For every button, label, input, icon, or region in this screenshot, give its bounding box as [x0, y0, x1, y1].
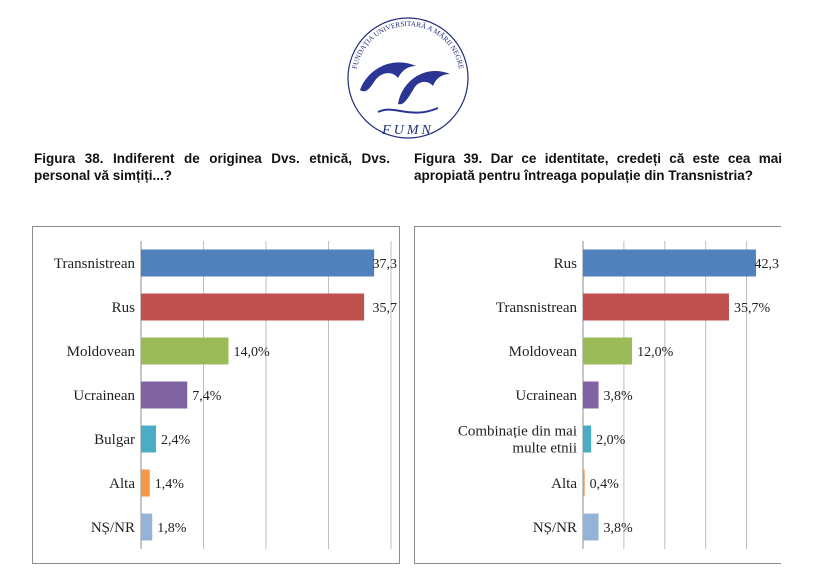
bar	[583, 381, 599, 409]
bar	[583, 513, 599, 541]
data-label: 1,8%	[157, 521, 187, 536]
category-label: Bulgar	[94, 432, 135, 448]
category-label: Rus	[112, 300, 136, 316]
category-label: Ucrainean	[73, 388, 135, 404]
category-label: Alta	[551, 476, 577, 492]
category-label: Combinație din mai multe etnii	[458, 424, 577, 457]
bar	[141, 425, 156, 453]
data-label: 7,4%	[192, 389, 222, 404]
bar	[141, 381, 188, 409]
data-label: 2,4%	[161, 433, 191, 448]
data-label: 2,0%	[596, 433, 626, 448]
bar	[583, 337, 633, 365]
figure-38-svg: Transnistrean 37,3 Rus 35,7 Moldovean 14,0% Uc…	[54, 241, 398, 549]
fumn-logo-graphic: FUNDAȚIA UNIVERSITARĂ A MĂRII NEGRE FUMN	[347, 17, 469, 139]
bar	[141, 337, 229, 365]
category-label: NȘ/NR	[91, 520, 135, 536]
bar	[583, 469, 585, 497]
data-label: 1,4%	[155, 477, 185, 492]
logo-arc-text: FUNDAȚIA UNIVERSITARĂ A MĂRII NEGRE	[351, 20, 466, 70]
figure-39-chart: Rus 42,3 Transnistrean 35,7% Moldovean 12,0% U…	[414, 226, 781, 564]
bar	[141, 513, 153, 541]
bar	[583, 293, 729, 321]
data-label: 37,3	[373, 257, 398, 272]
category-label: Transnistrean	[496, 300, 578, 316]
data-label: 3,8%	[604, 521, 634, 536]
data-label: 35,7%	[734, 301, 771, 316]
category-label: Moldovean	[509, 344, 578, 360]
bar	[141, 293, 365, 321]
bar	[583, 425, 592, 453]
figure-39-title: Figura 39. Dar ce identitate, credeți că…	[414, 151, 782, 183]
data-label: 14,0%	[234, 345, 271, 360]
figure-38-title: Figura 38. Indiferent de originea Dvs. e…	[34, 151, 390, 183]
data-label: 42,3	[755, 257, 780, 272]
category-label: Ucrainean	[515, 388, 577, 404]
figure-39-svg: Rus 42,3 Transnistrean 35,7% Moldovean 12,0% U…	[458, 241, 780, 549]
category-label: Moldovean	[67, 344, 136, 360]
category-label: Alta	[109, 476, 135, 492]
category-label: Rus	[554, 256, 578, 272]
bar	[141, 249, 375, 277]
data-label: 35,7	[373, 301, 398, 316]
wave-icon	[377, 107, 439, 114]
data-label: 12,0%	[637, 345, 674, 360]
figure-38-chart: Transnistrean 37,3 Rus 35,7 Moldovean 14,0% Uc…	[32, 226, 400, 564]
bar	[583, 249, 756, 277]
logo-monogram: FUMN	[381, 123, 434, 138]
fumn-logo: FUNDAȚIA UNIVERSITARĂ A MĂRII NEGRE FUMN	[338, 8, 478, 144]
category-label: Transnistrean	[54, 256, 136, 272]
dolphin-icon	[398, 70, 450, 105]
category-label: NȘ/NR	[533, 520, 577, 536]
bar	[141, 469, 150, 497]
data-label: 3,8%	[604, 389, 634, 404]
data-label: 0,4%	[590, 477, 620, 492]
dolphin-icon	[360, 62, 416, 92]
